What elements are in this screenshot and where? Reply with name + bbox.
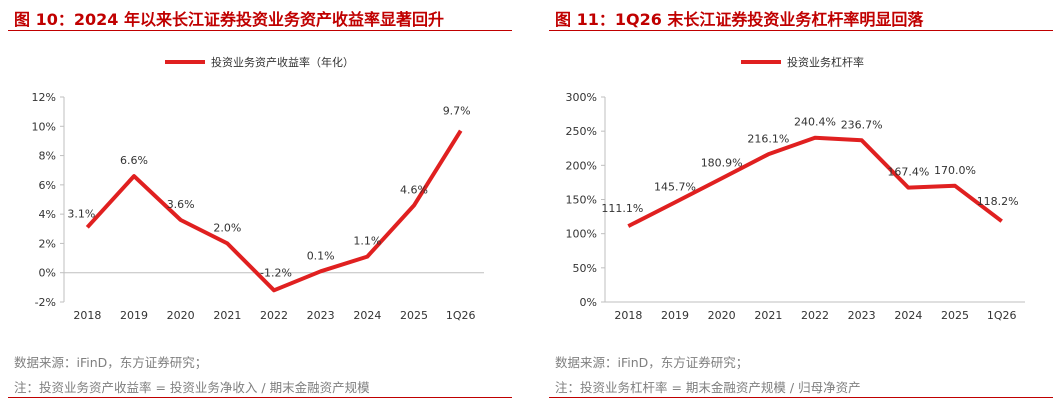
y-tick-label: 100% bbox=[566, 228, 597, 241]
x-tick-label: 2025 bbox=[400, 309, 428, 322]
y-tick-label: -2% bbox=[35, 296, 56, 309]
series-line bbox=[85, 129, 463, 293]
y-tick-label: 300% bbox=[566, 91, 597, 104]
y-tick-label: 4% bbox=[39, 208, 56, 221]
right-line-chart: 投资业务杠杆率 0% 50% 100% 150% 200% 250% 300% 2018 2019… bbox=[566, 55, 1025, 322]
right-chart-title: 图 11：1Q26 末长江证券投资业务杠杆率明显回落 bbox=[555, 10, 924, 29]
data-label: 3.6% bbox=[167, 198, 195, 211]
y-tick-label: 10% bbox=[32, 120, 56, 133]
data-label: 111.1% bbox=[601, 202, 643, 215]
y-tick-label: 150% bbox=[566, 194, 597, 207]
data-label: 9.7% bbox=[443, 105, 471, 118]
left-source-text: 数据来源：iFinD，东方证券研究； bbox=[14, 355, 208, 370]
right-title-divider bbox=[549, 30, 1053, 31]
left-note-text: 注：投资业务资产收益率 = 投资业务净收入 / 期末金融资产规模 bbox=[14, 380, 370, 395]
x-tick-label: 1Q26 bbox=[446, 309, 476, 322]
x-tick-label: 2023 bbox=[307, 309, 335, 322]
right-chart-panel: 图 11：1Q26 末长江证券投资业务杠杆率明显回落 投资业务杠杆率 0% 50% 1… bbox=[541, 0, 1061, 402]
legend-label: 投资业务杠杆率 bbox=[787, 55, 864, 69]
y-tick-label: 200% bbox=[566, 159, 597, 172]
data-label: 167.4% bbox=[887, 166, 929, 179]
data-label: 236.7% bbox=[841, 118, 883, 131]
x-tick-label: 1Q26 bbox=[987, 309, 1017, 322]
data-label: 118.2% bbox=[977, 195, 1019, 208]
right-note-text: 注：投资业务杠杆率 = 期末金融资产规模 / 归母净资产 bbox=[555, 380, 861, 395]
right-bottom-divider bbox=[549, 397, 1053, 398]
data-label: 170.0% bbox=[934, 164, 976, 177]
x-tick-label: 2024 bbox=[353, 309, 381, 322]
data-label: 145.7% bbox=[654, 180, 696, 193]
y-tick-label: 2% bbox=[39, 237, 56, 250]
left-line-chart: 投资业务资产收益率（年化） -2% 0% 2% 4% 6% 8% 10% 12% 2018 2019… bbox=[32, 55, 484, 322]
data-label: 0.1% bbox=[307, 249, 335, 262]
data-label: 6.6% bbox=[120, 154, 148, 167]
y-tick-label: 12% bbox=[32, 91, 56, 104]
x-tick-label: 2021 bbox=[213, 309, 241, 322]
x-tick-label: 2018 bbox=[614, 309, 642, 322]
left-chart-panel: 图 10：2024 年以来长江证券投资业务资产收益率显著回升 投资业务资产收益率… bbox=[0, 0, 520, 402]
x-tick-label: 2020 bbox=[167, 309, 195, 322]
data-label: 2.0% bbox=[213, 221, 241, 234]
y-tick-label: 8% bbox=[39, 150, 56, 163]
x-tick-label: 2020 bbox=[708, 309, 736, 322]
x-tick-label: 2022 bbox=[801, 309, 829, 322]
data-label: -1.2% bbox=[260, 266, 292, 279]
x-tick-label: 2025 bbox=[941, 309, 969, 322]
data-label: 216.1% bbox=[747, 132, 789, 145]
left-chart-title: 图 10：2024 年以来长江证券投资业务资产收益率显著回升 bbox=[14, 10, 444, 29]
y-tick-label: 250% bbox=[566, 125, 597, 138]
legend-label: 投资业务资产收益率（年化） bbox=[211, 55, 354, 69]
data-label: 180.9% bbox=[701, 156, 743, 169]
left-title-divider bbox=[8, 30, 512, 31]
y-tick-label: 6% bbox=[39, 179, 56, 192]
x-tick-label: 2018 bbox=[73, 309, 101, 322]
data-label: 4.6% bbox=[400, 183, 428, 196]
x-tick-label: 2022 bbox=[260, 309, 288, 322]
y-tick-label: 0% bbox=[580, 296, 597, 309]
left-bottom-divider bbox=[8, 397, 512, 398]
right-source-text: 数据来源：iFinD，东方证券研究； bbox=[555, 355, 749, 370]
data-label: 3.1% bbox=[67, 207, 95, 220]
x-tick-label: 2024 bbox=[894, 309, 922, 322]
y-tick-label: 50% bbox=[573, 262, 597, 275]
series-line bbox=[627, 135, 1003, 228]
y-tick-label: 0% bbox=[39, 267, 56, 280]
x-tick-label: 2021 bbox=[754, 309, 782, 322]
data-label: 1.1% bbox=[353, 235, 381, 248]
data-label: 240.4% bbox=[794, 116, 836, 129]
x-tick-label: 2019 bbox=[120, 309, 148, 322]
x-tick-label: 2023 bbox=[848, 309, 876, 322]
x-tick-label: 2019 bbox=[661, 309, 689, 322]
